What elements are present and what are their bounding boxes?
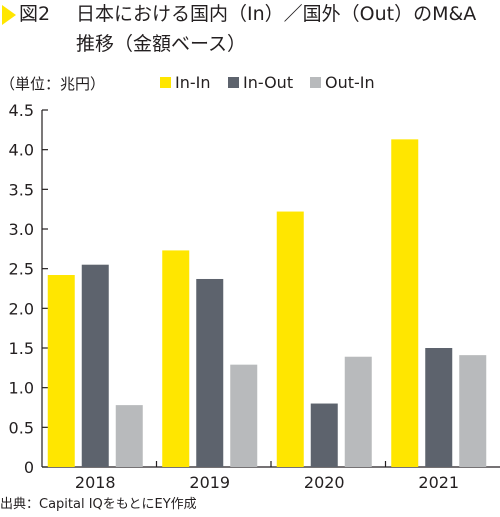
bar-out-in-2021: [459, 355, 487, 467]
y-tick-label: 1.5: [9, 339, 34, 358]
bar-out-in-2018: [115, 405, 143, 467]
bar-in-out-2020: [310, 403, 338, 467]
y-tick-label: 3.5: [9, 180, 34, 199]
unit-label: （単位：兆円）: [0, 75, 105, 93]
bar-in-in-2019: [162, 250, 190, 467]
y-tick-label: 2.0: [9, 299, 34, 318]
legend-label-in-in: In-In: [175, 73, 211, 92]
source-footnote: 出典：Capital IQをもとにEY作成: [0, 497, 197, 512]
legend-swatch-in-out: [228, 77, 239, 88]
y-tick-label: 3.0: [9, 220, 34, 239]
bar-in-in-2018: [47, 275, 75, 467]
legend-swatch-out-in: [310, 77, 321, 88]
bar-in-out-2018: [81, 264, 109, 467]
triangle-marker-icon: [2, 5, 16, 25]
x-tick-label-2018: 2018: [75, 473, 116, 490]
legend-swatch-in-in: [160, 77, 171, 88]
bar-in-out-2019: [196, 278, 224, 467]
x-tick-label-2020: 2020: [304, 473, 345, 490]
chart-title-line-2: 推移（金額ベース）: [76, 33, 247, 55]
bar-out-in-2020: [344, 356, 372, 467]
bar-in-in-2020: [276, 211, 304, 467]
x-tick-label-2021: 2021: [418, 473, 459, 490]
y-tick-label: 1.0: [9, 379, 34, 398]
x-tick-label-2019: 2019: [189, 473, 230, 490]
figure-label: 図2: [19, 3, 51, 25]
y-tick-label: 0: [24, 458, 34, 477]
bar-in-in-2021: [391, 139, 419, 467]
y-tick-label: 2.5: [9, 260, 34, 279]
chart-title-line-1: 日本における国内（In）／国外（Out）のM&A: [76, 3, 477, 25]
y-tick-label: 4.0: [9, 141, 34, 160]
bar-in-out-2021: [425, 348, 453, 467]
y-tick-label: 4.5: [9, 101, 34, 120]
bar-out-in-2019: [230, 364, 258, 467]
legend-label-in-out: In-Out: [243, 73, 293, 92]
legend-label-out-in: Out-In: [325, 73, 375, 92]
bar-chart: （単位：兆円） In-In In-Out Out-In 0 0.5 1.0 1.5 2.0 2.5…: [0, 73, 500, 490]
y-tick-label: 0.5: [9, 418, 34, 437]
